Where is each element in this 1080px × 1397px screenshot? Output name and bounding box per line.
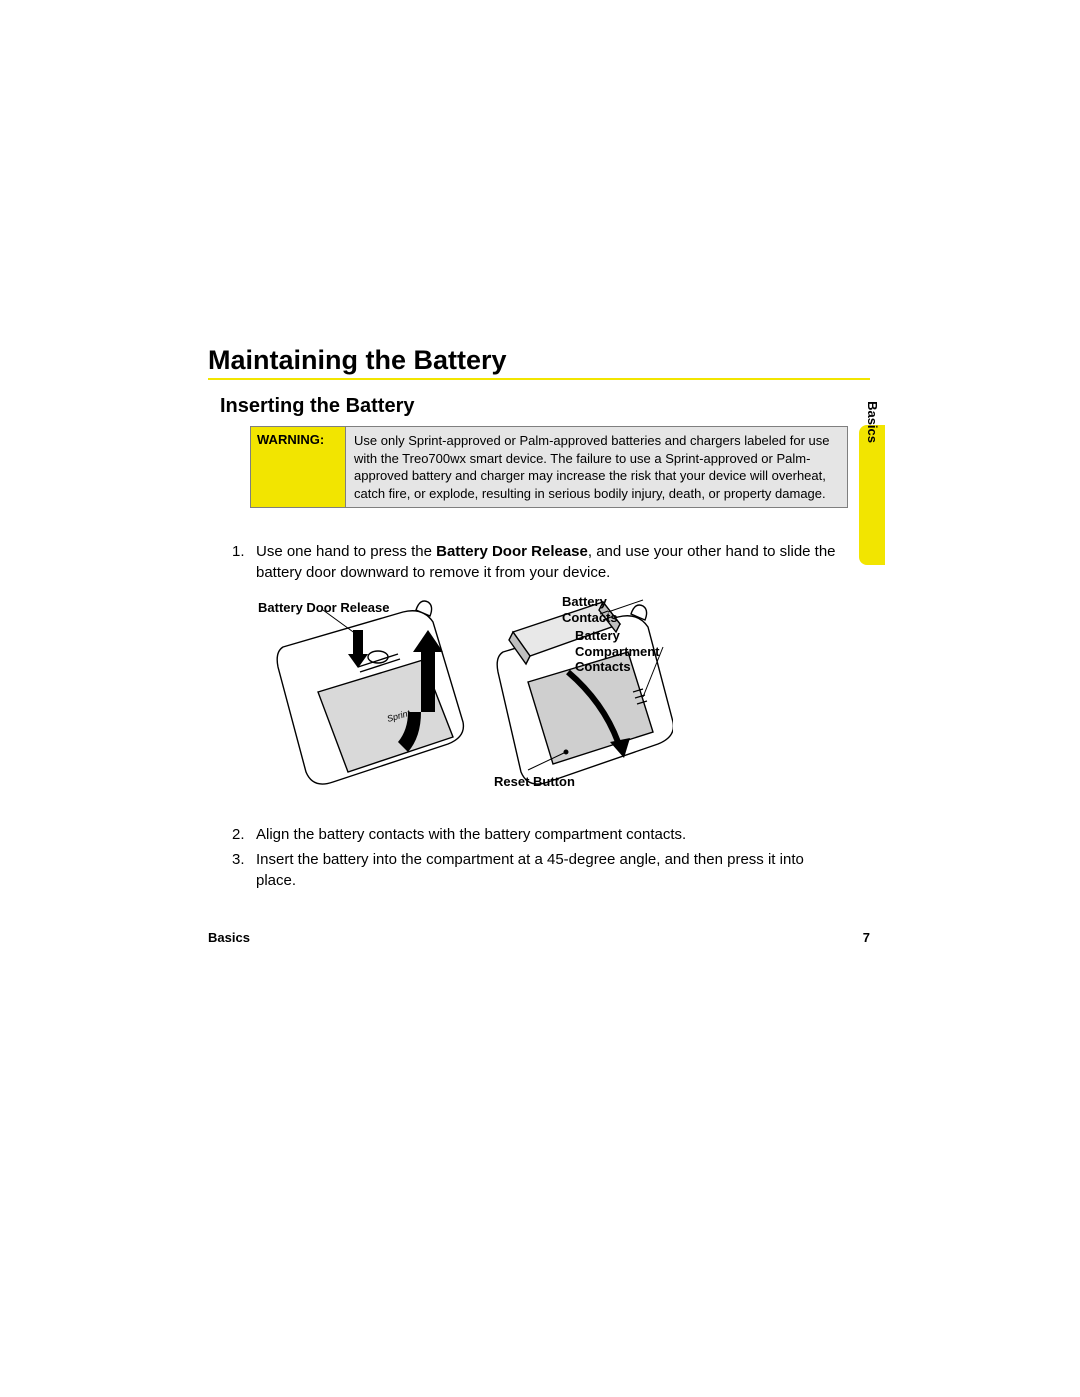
footer-page-number: 7 xyxy=(863,930,870,945)
page-heading: Maintaining the Battery xyxy=(208,345,507,376)
section-subheading: Inserting the Battery xyxy=(220,395,414,418)
step-1-pre: Use one hand to press the xyxy=(256,543,436,560)
callout-line: Contacts xyxy=(575,659,631,674)
step-text: Align the battery contacts with the batt… xyxy=(256,824,848,845)
callout-line: Contacts xyxy=(562,610,618,625)
callout-battery-contacts: Battery Contacts xyxy=(562,594,618,625)
side-tab-label: Basics xyxy=(865,401,880,443)
callout-battery-door-release: Battery Door Release xyxy=(258,600,390,616)
step-1: 1. Use one hand to press the Battery Doo… xyxy=(232,541,848,583)
step-3: 3. Insert the battery into the compartme… xyxy=(232,849,848,891)
warning-label: WARNING: xyxy=(251,427,346,507)
step-number: 2. xyxy=(232,824,256,845)
callout-reset-button: Reset Button xyxy=(494,774,575,790)
step-number: 3. xyxy=(232,849,256,891)
step-text: Use one hand to press the Battery Door R… xyxy=(256,541,848,583)
step-2: 2. Align the battery contacts with the b… xyxy=(232,824,848,845)
step-1-bold: Battery Door Release xyxy=(436,543,588,560)
callout-line: Battery xyxy=(575,628,620,643)
callout-line: Battery xyxy=(562,594,607,609)
step-text: Insert the battery into the compartment … xyxy=(256,849,848,891)
callout-compartment-contacts: Battery Compartment Contacts xyxy=(575,628,660,675)
step-number: 1. xyxy=(232,541,256,583)
heading-rule xyxy=(208,378,870,380)
warning-box: WARNING: Use only Sprint-approved or Pal… xyxy=(250,426,848,508)
side-tab xyxy=(859,425,885,565)
callout-line: Compartment xyxy=(575,644,660,659)
warning-text: Use only Sprint-approved or Palm-approve… xyxy=(346,427,847,507)
footer-section: Basics xyxy=(208,930,250,945)
